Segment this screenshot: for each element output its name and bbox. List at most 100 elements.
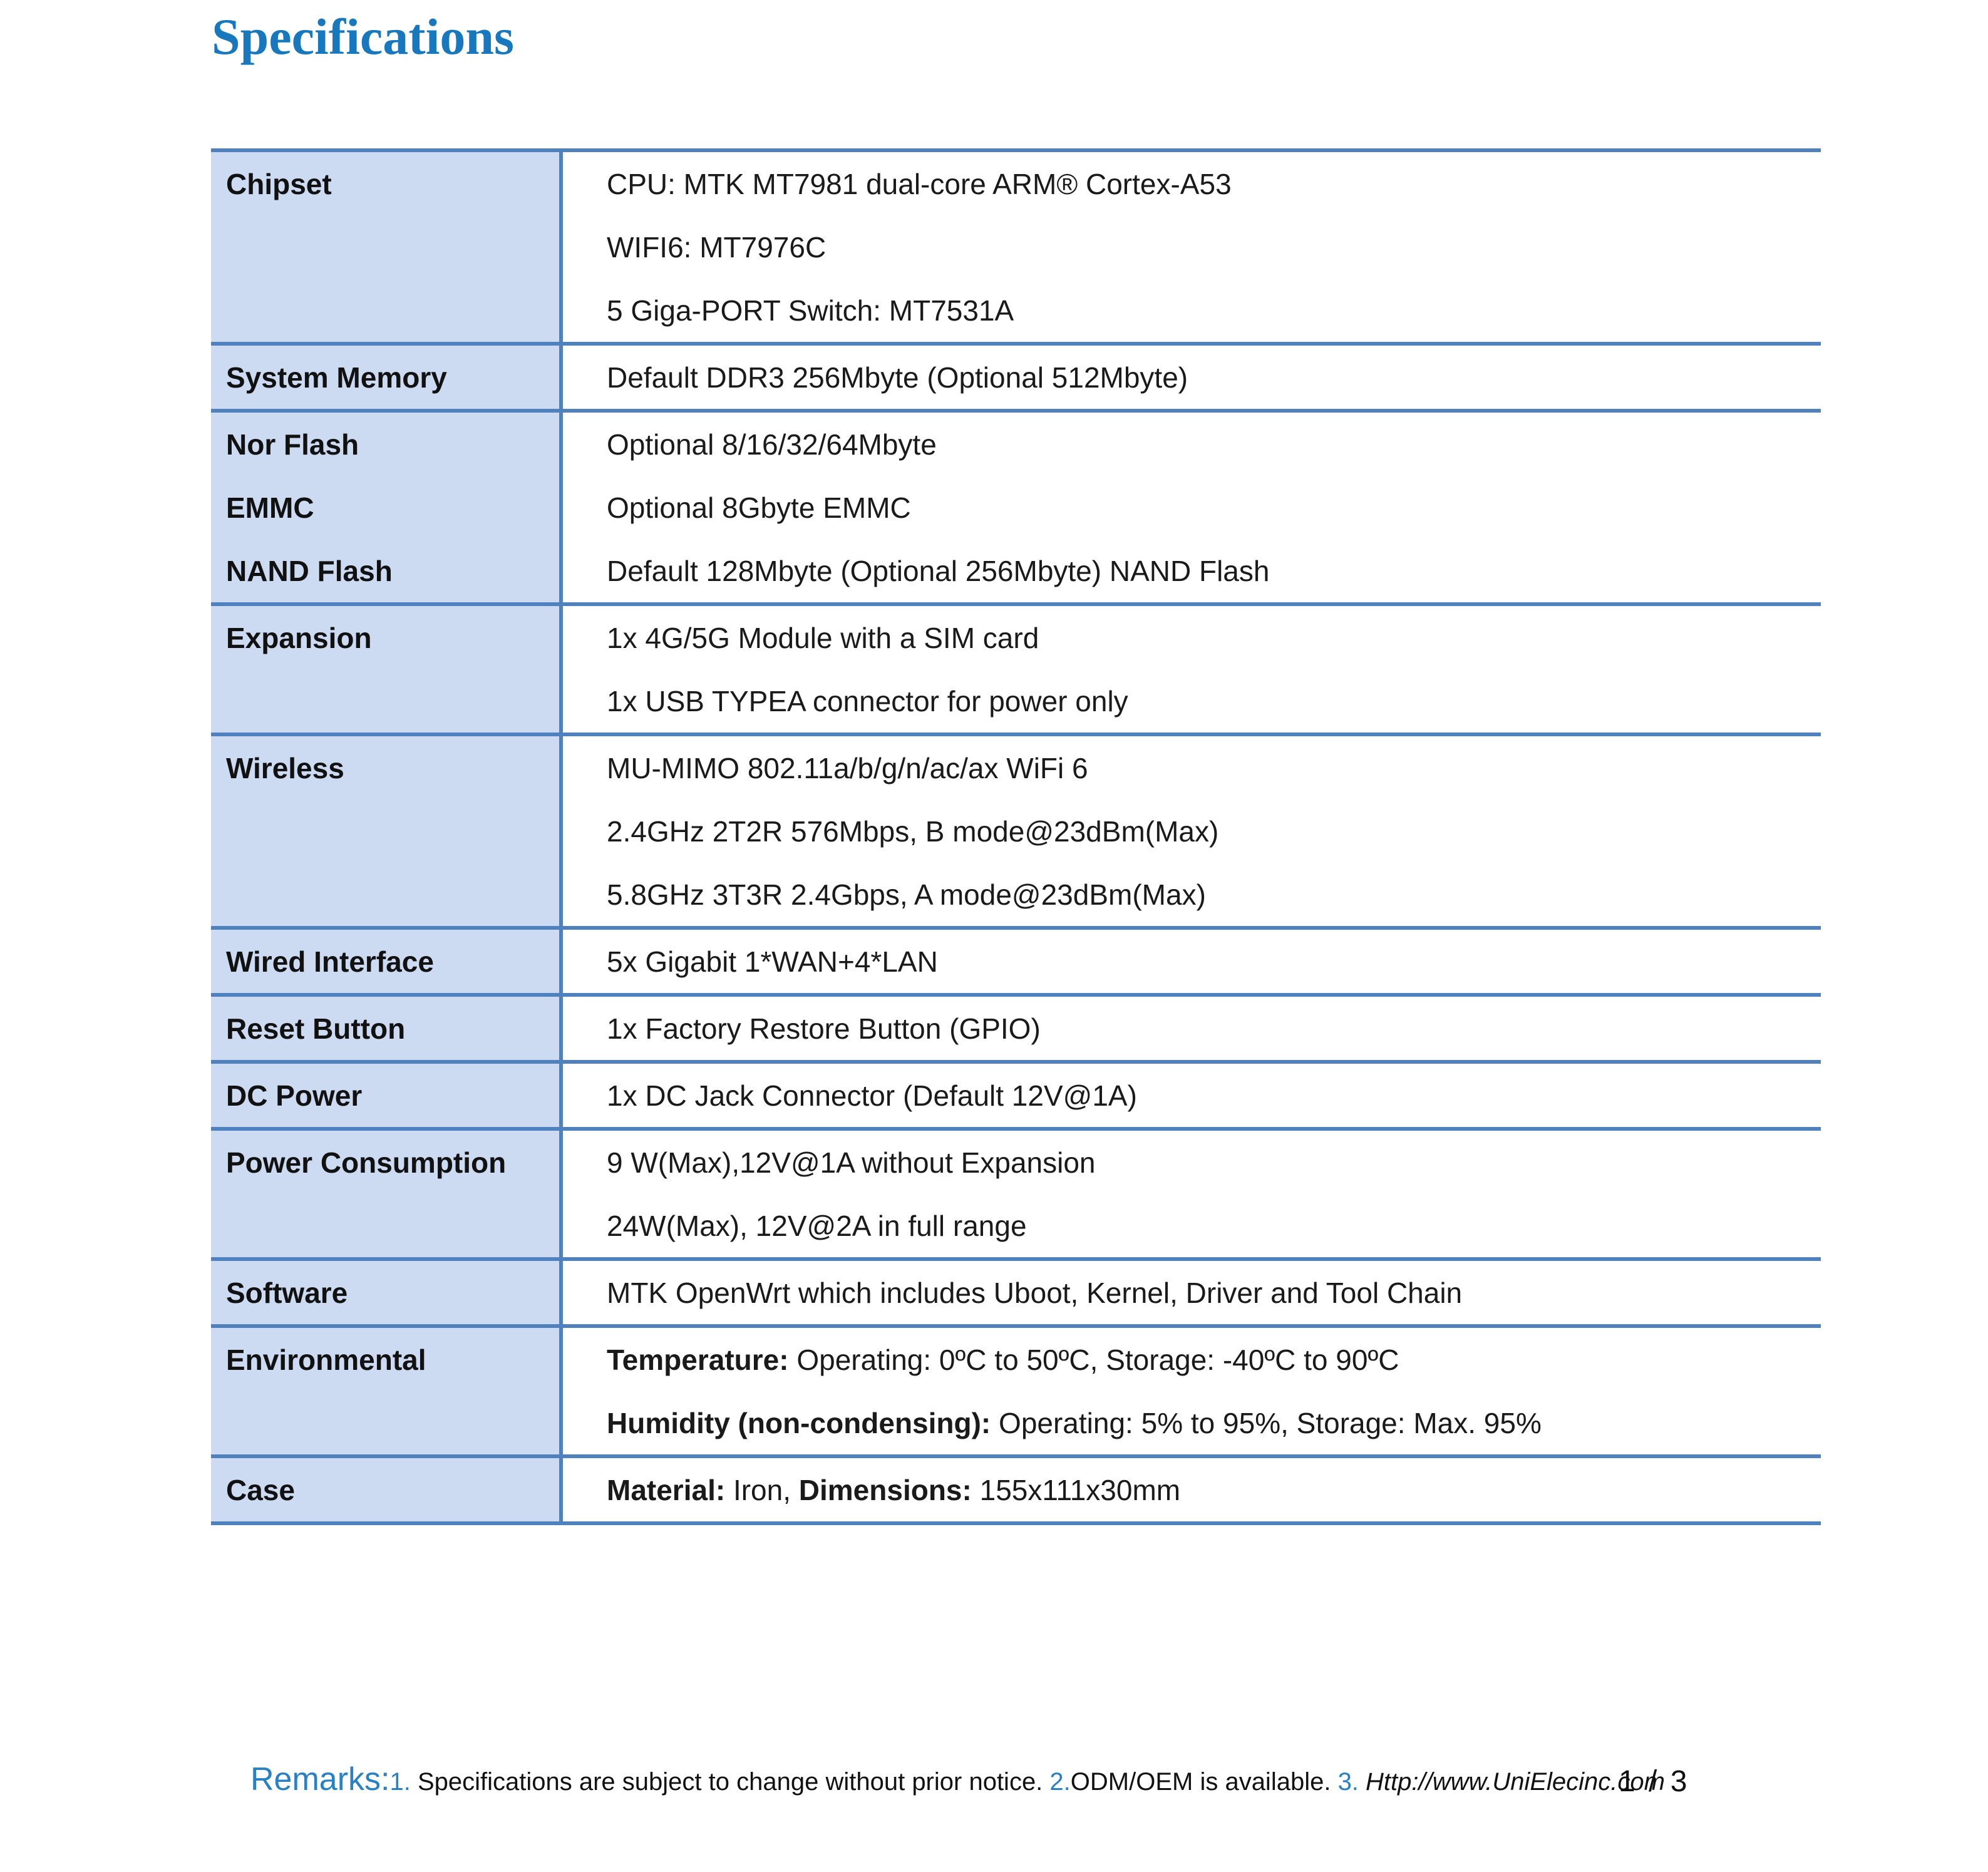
spec-value-line: Material: Iron, Dimensions: 155x111x30mm: [607, 1458, 1821, 1521]
spec-value-cell: Temperature: Operating: 0ºC to 50ºC, Sto…: [563, 1328, 1821, 1454]
spec-row: DC Power 1x DC Jack Connector (Default 12…: [211, 1064, 1821, 1131]
spec-value-line: Optional 8/16/32/64Mbyte: [607, 413, 1821, 476]
spec-label-cell: Environmental: [211, 1328, 563, 1454]
footer-remarks-label: Remarks:: [250, 1761, 390, 1797]
spec-value-line: 24W(Max), 12V@2A in full range: [607, 1194, 1821, 1257]
spec-value-line: 1x Factory Restore Button (GPIO): [607, 997, 1821, 1060]
footer: Remarks: 1. Specifications are subject to…: [250, 1761, 1665, 1798]
spec-value-cell: 1x Factory Restore Button (GPIO): [563, 997, 1821, 1060]
footer-note-text: ODM/OEM is available.: [1070, 1768, 1338, 1796]
spec-value-segment: Iron,: [725, 1473, 799, 1506]
spec-value-segment: 5 Giga-PORT Switch: MT7531A: [607, 294, 1014, 327]
spec-row: Chipset CPU: MTK MT7981 dual-core ARM® Co…: [211, 152, 1821, 346]
spec-table: Chipset CPU: MTK MT7981 dual-core ARM® Co…: [211, 148, 1821, 1525]
spec-value-cell: CPU: MTK MT7981 dual-core ARM® Cortex-A5…: [563, 152, 1821, 342]
spec-value-segment: Optional 8Gbyte EMMC: [607, 491, 911, 524]
spec-value-line: Default DDR3 256Mbyte (Optional 512Mbyte…: [607, 346, 1821, 409]
spec-label: Wired Interface: [226, 945, 434, 978]
spec-value-line: 1x DC Jack Connector (Default 12V@1A): [607, 1064, 1821, 1127]
spec-value-line: 1x USB TYPEA connector for power only: [607, 669, 1821, 733]
spec-value-line: 1x 4G/5G Module with a SIM card: [607, 606, 1821, 669]
spec-value-cell: 5x Gigabit 1*WAN+4*LAN: [563, 930, 1821, 993]
spec-label: Nor Flash: [226, 428, 359, 461]
spec-row: Nor Flash EMMC NAND Flash Optional 8/16/32/…: [211, 413, 1821, 606]
spec-row: Wired Interface 5x Gigabit 1*WAN+4*LAN: [211, 930, 1821, 997]
spec-value-line: MU-MIMO 802.11a/b/g/n/ac/ax WiFi 6: [607, 736, 1821, 800]
spec-value-segment: 24W(Max), 12V@2A in full range: [607, 1209, 1027, 1242]
spec-value-segment: WIFI6: MT7976C: [607, 230, 827, 264]
spec-label-cell: Reset Button: [211, 997, 563, 1060]
page-indicator: 1 / 3: [1619, 1765, 1690, 1798]
spec-value-line: 5.8GHz 3T3R 2.4Gbps, A mode@23dBm(Max): [607, 863, 1821, 926]
spec-label: Chipset: [226, 167, 332, 200]
spec-label: EMMC: [226, 491, 314, 524]
spec-value-line: MTK OpenWrt which includes Uboot, Kernel…: [607, 1261, 1821, 1324]
spec-label-cell: Software: [211, 1261, 563, 1324]
footer-note-number: 3.: [1337, 1768, 1366, 1796]
spec-value-segment: 155x111x30mm: [971, 1473, 1181, 1506]
spec-value-segment: Default 128Mbyte (Optional 256Mbyte) NAN…: [607, 554, 1270, 587]
spec-value-cell: Material: Iron, Dimensions: 155x111x30mm: [563, 1458, 1821, 1521]
page-title: Specifications: [212, 8, 514, 65]
spec-row: Wireless MU-MIMO 802.11a/b/g/n/ac/ax WiFi…: [211, 736, 1821, 930]
footer-note-number: 2.: [1049, 1768, 1071, 1796]
spec-label: NAND Flash: [226, 554, 393, 587]
spec-row: Reset Button 1x Factory Restore Button (G…: [211, 997, 1821, 1064]
spec-value-cell: Optional 8/16/32/64Mbyte Optional 8Gbyte …: [563, 413, 1821, 602]
spec-value-line: 2.4GHz 2T2R 576Mbps, B mode@23dBm(Max): [607, 800, 1821, 863]
spec-label: Reset Button: [226, 1012, 406, 1045]
spec-label: Expansion: [226, 621, 372, 654]
spec-value-line: 5 Giga-PORT Switch: MT7531A: [607, 279, 1821, 342]
spec-value-segment: 9 W(Max),12V@1A without Expansion: [607, 1146, 1096, 1179]
spec-value-segment: 1x 4G/5G Module with a SIM card: [607, 621, 1039, 654]
spec-value-cell: 1x 4G/5G Module with a SIM card 1x USB TY…: [563, 606, 1821, 733]
spec-value-line: Optional 8Gbyte EMMC: [607, 476, 1821, 539]
spec-label-cell: Case: [211, 1458, 563, 1521]
spec-value-cell: MTK OpenWrt which includes Uboot, Kernel…: [563, 1261, 1821, 1324]
spec-label-cell: Chipset: [211, 152, 563, 342]
spec-row: Expansion 1x 4G/5G Module with a SIM card…: [211, 606, 1821, 736]
spec-value-bold-segment: Material:: [607, 1473, 726, 1506]
spec-value-segment: Default DDR3 256Mbyte (Optional 512Mbyte…: [607, 361, 1188, 394]
spec-value-line: 5x Gigabit 1*WAN+4*LAN: [607, 930, 1821, 993]
spec-value-line: WIFI6: MT7976C: [607, 215, 1821, 279]
spec-label-cell: System Memory: [211, 346, 563, 409]
spec-label: Environmental: [226, 1343, 426, 1376]
spec-label: DC Power: [226, 1079, 363, 1112]
spec-row: Software MTK OpenWrt which includes Uboot…: [211, 1261, 1821, 1328]
spec-value-segment: Operating: 0ºC to 50ºC, Storage: -40ºC t…: [788, 1343, 1399, 1376]
spec-row: System Memory Default DDR3 256Mbyte (Opti…: [211, 346, 1821, 413]
spec-value-segment: 2.4GHz 2T2R 576Mbps, B mode@23dBm(Max): [607, 815, 1219, 848]
spec-value-line: 9 W(Max),12V@1A without Expansion: [607, 1131, 1821, 1194]
spec-value-segment: MU-MIMO 802.11a/b/g/n/ac/ax WiFi 6: [607, 751, 1088, 784]
spec-row: Case Material: Iron, Dimensions: 155x111x…: [211, 1458, 1821, 1525]
spec-label-cell: Wired Interface: [211, 930, 563, 993]
spec-value-line: Temperature: Operating: 0ºC to 50ºC, Sto…: [607, 1328, 1821, 1391]
footer-url: Http://www.UniElecinc.com: [1366, 1768, 1665, 1796]
spec-value-segment: 1x DC Jack Connector (Default 12V@1A): [607, 1079, 1137, 1112]
spec-value-segment: 5x Gigabit 1*WAN+4*LAN: [607, 945, 938, 978]
spec-value-bold-segment: Humidity (non-condensing):: [607, 1406, 991, 1439]
footer-note-text: Specifications are subject to change wit…: [410, 1768, 1050, 1796]
spec-label: System Memory: [226, 361, 447, 394]
spec-value-cell: 9 W(Max),12V@1A without Expansion 24W(Max…: [563, 1131, 1821, 1257]
spec-value-segment: 1x Factory Restore Button (GPIO): [607, 1012, 1041, 1045]
spec-label: Case: [226, 1473, 295, 1506]
spec-value-bold-segment: Dimensions:: [798, 1473, 972, 1506]
spec-label-cell: Wireless: [211, 736, 563, 926]
spec-label: Software: [226, 1276, 348, 1309]
spec-value-segment: Optional 8/16/32/64Mbyte: [607, 428, 937, 461]
spec-value-segment: Operating: 5% to 95%, Storage: Max. 95%: [991, 1406, 1542, 1439]
spec-label: Wireless: [226, 751, 344, 784]
spec-value-line: CPU: MTK MT7981 dual-core ARM® Cortex-A5…: [607, 152, 1821, 215]
spec-value-segment: 1x USB TYPEA connector for power only: [607, 684, 1128, 717]
spec-value-segment: MTK OpenWrt which includes Uboot, Kernel…: [607, 1276, 1463, 1309]
spec-row: Environmental Temperature: Operating: 0ºC…: [211, 1328, 1821, 1458]
spec-label: Power Consumption: [226, 1146, 507, 1179]
footer-note-number: 1.: [389, 1768, 411, 1796]
spec-label-cell: DC Power: [211, 1064, 563, 1127]
spec-label-cell: Nor Flash EMMC NAND Flash: [211, 413, 563, 602]
spec-value-line: Default 128Mbyte (Optional 256Mbyte) NAN…: [607, 539, 1821, 602]
spec-value-bold-segment: Temperature:: [607, 1343, 789, 1376]
